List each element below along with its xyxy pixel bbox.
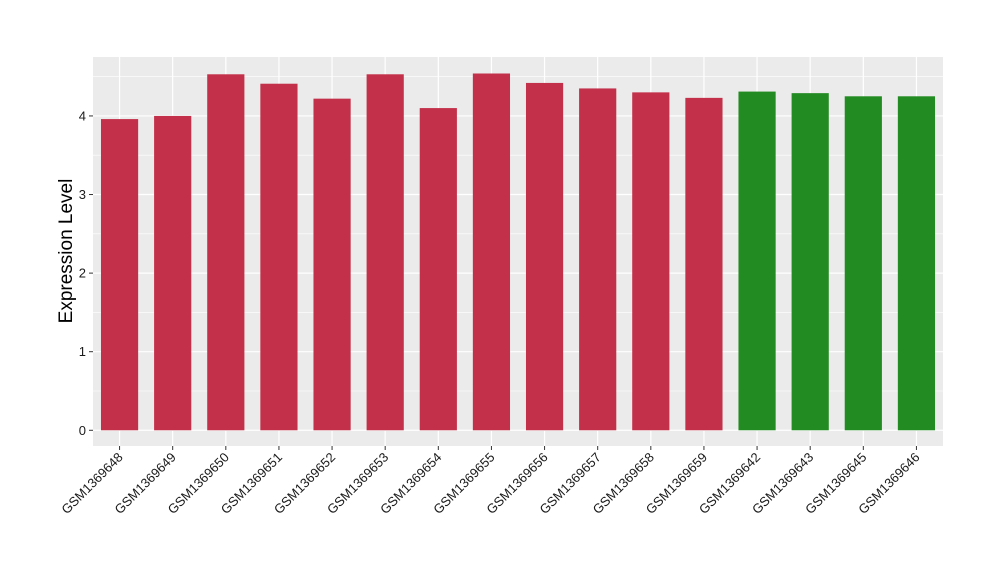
y-axis-title: Expression Level — [56, 179, 77, 324]
bar-GSM1369659 — [685, 97, 723, 431]
y-tick-label: 1 — [79, 344, 86, 359]
y-axis: 0 1 2 3 4 — [79, 108, 93, 438]
bar-GSM1369653 — [366, 74, 404, 431]
x-axis: GSM1369648GSM1369649GSM1369650GSM1369651… — [58, 446, 923, 517]
y-tick-label: 0 — [79, 423, 86, 438]
bar-GSM1369646 — [897, 96, 936, 431]
bar-GSM1369652 — [313, 98, 351, 431]
bar-GSM1369643 — [791, 93, 829, 431]
bar-GSM1369651 — [260, 83, 298, 431]
bar-GSM1369649 — [154, 115, 192, 431]
bar-GSM1369642 — [738, 91, 776, 431]
y-tick-label: 3 — [79, 187, 86, 202]
bars — [100, 73, 936, 431]
bar-GSM1369654 — [419, 108, 457, 431]
y-tick-label: 2 — [79, 266, 86, 281]
bar-GSM1369656 — [525, 82, 564, 431]
bar-GSM1369645 — [844, 96, 882, 431]
bar-GSM1369650 — [207, 74, 245, 431]
bar-GSM1369658 — [632, 92, 670, 431]
bar-GSM1369657 — [579, 88, 617, 431]
bar-GSM1369655 — [472, 73, 511, 431]
y-tick-label: 4 — [79, 108, 86, 123]
bar-GSM1369648 — [100, 119, 139, 431]
